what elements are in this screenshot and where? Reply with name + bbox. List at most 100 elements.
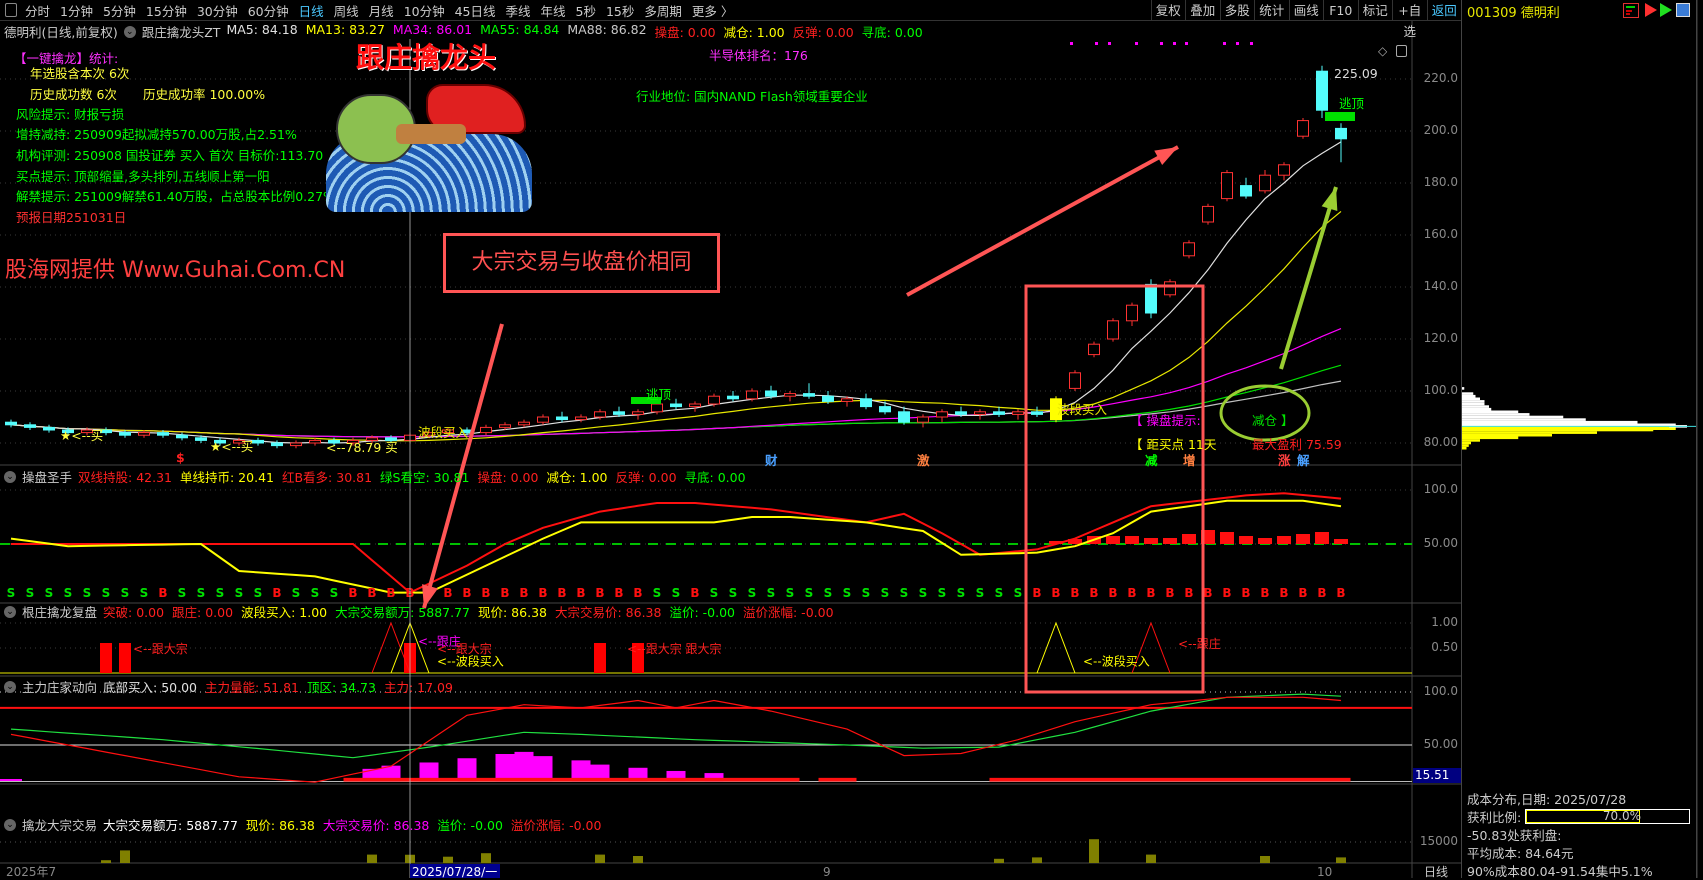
profit-ratio-bar: 70.0% [1525,809,1690,824]
candle-body [613,411,625,415]
toolbar-button-3[interactable]: 统计 [1254,0,1289,21]
main-force-bar [704,773,724,782]
period-tab-10[interactable]: 45日线 [454,3,496,19]
main-force-red-bar [1141,777,1161,782]
period-tab-1[interactable]: 1分钟 [60,3,93,19]
period-tab-16[interactable]: 更多 〉 [691,3,734,19]
main-force-bar [514,751,534,782]
signal-letter: B [272,586,281,600]
period-tab-2[interactable]: 5分钟 [102,3,136,19]
header-value: 溢价涨幅: -0.00 [510,818,602,833]
cursor-date-box [410,864,500,878]
candle-body [898,411,910,423]
toolbar-button-6[interactable]: 标记 [1357,0,1393,21]
chip-bar [1462,420,1638,424]
panel3-title[interactable]: 主力庄家动向 [22,680,98,695]
chevron-down-icon[interactable]: ⌄ [123,25,136,38]
chip-list-icon[interactable] [1623,3,1639,18]
period-tab-0[interactable]: 分时 [25,3,51,19]
signal-dot [1185,42,1188,45]
main-force-red-bar [609,777,629,782]
chevron-down-icon[interactable]: ⌄ [4,680,16,693]
period-tab-14[interactable]: 15秒 [605,3,635,19]
calculator-icon[interactable] [1676,3,1690,17]
trend-arrow-icon [906,145,1179,297]
period-tab-3[interactable]: 15分钟 [145,3,187,19]
toolbar-button-5[interactable]: F10 [1323,0,1358,21]
period-tab-13[interactable]: 5秒 [575,3,596,19]
escape-top-bar [1325,112,1355,121]
signal-letter: S [824,586,833,600]
chevron-down-icon[interactable]: ⌄ [4,605,16,618]
annotation-box: 大宗交易与收盘价相同 [443,233,720,293]
candle-body [632,411,644,415]
main-force-red-bar [1008,777,1028,782]
candle-body [157,432,169,436]
panel1-title[interactable]: 操盘圣手 [22,470,73,485]
period-tab-9[interactable]: 10分钟 [403,3,445,19]
period-tab-15[interactable]: 多周期 [644,3,682,19]
header-value: 操盘: 0.00 [654,25,716,40]
signal-letter: B [1317,586,1326,600]
panel4-title[interactable]: 擒龙大宗交易 [22,818,98,833]
period-tab-6[interactable]: 日线 [298,3,324,19]
chevron-down-icon[interactable]: ⌄ [4,470,16,483]
block-volume-bar [443,856,453,863]
block-volume-bar [101,860,111,863]
panel2-title[interactable]: 根庄擒龙复盘 [22,605,98,620]
stats-rate: 历史成功率 100.00% [143,87,266,102]
panel-toggle-icon[interactable] [1396,45,1407,57]
chip-bar [1462,410,1519,414]
header-value: 主力量能: 51.81 [205,680,299,695]
indicator-name[interactable]: 跟庄擒龙头ZT [141,25,221,40]
candle-body [81,429,93,434]
signal-dot [1135,42,1138,45]
stock-code: 001309 德明利 [1467,6,1560,21]
candle-body [879,406,891,413]
main-force-red-bar [704,777,724,782]
signal-letter: B [443,586,452,600]
sidebar-toggle-icon[interactable] [5,3,17,17]
main-force-red-bar [837,777,857,782]
toolbar-button-0[interactable]: 复权 [1150,0,1186,21]
period-tab-11[interactable]: 季线 [505,3,531,19]
block-volume-bar [1260,856,1270,863]
event-mark: 涨 [1278,453,1291,468]
rise-arrow-icon [1279,186,1338,370]
main-force-red-bar [685,777,705,782]
period-toolbar: 分时 1分钟 5分钟 15分钟 30分钟 60分钟 日线 周线 月线 10分钟 45日线 季线 年线 5秒… [0,0,1462,39]
toolbar-button-8[interactable]: 返回 [1426,0,1462,21]
main-force-red-bar [1084,777,1104,782]
period-tab-12[interactable]: 年线 [540,3,566,19]
diamond-icon[interactable]: ◇ [1378,44,1388,58]
toolbar-button-4[interactable]: 画线 [1288,0,1324,21]
toolbar-button-7[interactable]: +自选 [1392,0,1427,39]
period-tab-7[interactable]: 周线 [333,3,359,19]
escape-top-label: 逃顶 [1339,96,1365,111]
period-tab-4[interactable]: 30分钟 [196,3,238,19]
axis-tick-label: 100.0 [1423,383,1458,397]
header-value: 现价: 86.38 [478,605,547,620]
toolbar-button-1[interactable]: 叠加 [1185,0,1220,21]
main-force-red-bar [514,777,534,782]
chevron-down-icon[interactable]: ⌄ [4,818,16,831]
candle-body [1012,411,1024,415]
signal-letter: S [330,586,339,600]
candle-body [594,411,606,418]
main-force-red-bar [1179,777,1199,782]
chip-bar [1462,394,1476,398]
period-tab-8[interactable]: 月线 [368,3,394,19]
main-force-red-bar [495,777,515,782]
signal-dot [1236,42,1239,45]
signal-letter: S [140,586,149,600]
period-tab-5[interactable]: 60分钟 [247,3,289,19]
red-flag-icon[interactable] [1645,3,1657,17]
header-value: 底部买入: 50.00 [103,680,197,695]
green-flag-icon[interactable] [1660,3,1672,17]
toolbar-button-2[interactable]: 多股 [1219,0,1255,21]
axis-tick-label: 0.50 [1431,640,1458,654]
candle-body [138,432,150,436]
main-force-red-bar [1274,777,1294,782]
main-force-red-bar [1331,777,1351,782]
